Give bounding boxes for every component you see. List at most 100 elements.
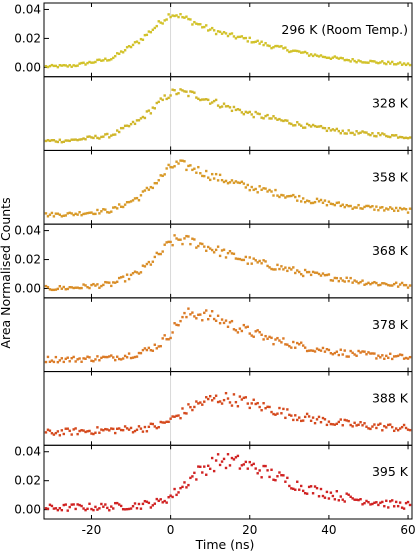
data-point xyxy=(141,115,145,119)
data-point xyxy=(228,32,232,36)
data-point xyxy=(48,288,52,291)
data-point xyxy=(165,97,168,101)
data-point xyxy=(64,503,67,506)
data-point xyxy=(381,60,384,63)
data-point xyxy=(135,507,139,510)
data-point xyxy=(226,325,230,328)
data-point xyxy=(333,351,337,355)
data-point xyxy=(319,487,323,491)
data-point xyxy=(210,310,214,313)
data-point xyxy=(181,15,184,19)
data-point xyxy=(133,429,137,433)
data-point xyxy=(207,317,210,321)
data-point xyxy=(327,273,331,276)
panel-6: 0.00 0.02 0.04 395 K xyxy=(14,445,413,520)
data-point xyxy=(365,499,368,503)
data-point xyxy=(351,281,354,284)
data-point xyxy=(406,62,410,65)
data-point xyxy=(325,273,329,277)
data-point xyxy=(94,431,97,434)
data-point xyxy=(191,408,194,412)
data-point xyxy=(181,159,184,162)
data-point xyxy=(84,63,87,66)
data-point xyxy=(371,425,374,428)
data-point xyxy=(232,328,236,331)
data-point xyxy=(392,209,396,212)
data-point xyxy=(110,505,113,508)
data-point xyxy=(363,205,366,209)
data-point xyxy=(159,174,162,177)
data-point xyxy=(323,418,327,421)
data-point xyxy=(392,505,396,508)
data-point xyxy=(123,354,127,358)
data-point xyxy=(300,341,303,344)
data-point xyxy=(266,405,269,409)
data-point xyxy=(394,63,398,66)
data-point xyxy=(189,476,192,480)
data-point xyxy=(224,179,228,183)
data-point xyxy=(167,420,170,424)
data-point xyxy=(131,199,135,202)
data-point xyxy=(301,274,305,278)
data-point xyxy=(270,190,273,193)
y-tick-label: 0.04 xyxy=(14,2,41,16)
data-point xyxy=(74,507,77,511)
data-point xyxy=(248,110,251,114)
data-point xyxy=(169,165,172,169)
data-point xyxy=(377,283,380,287)
data-point xyxy=(278,117,281,121)
data-point xyxy=(367,61,370,64)
data-point xyxy=(290,50,293,53)
data-point xyxy=(102,135,105,138)
data-point xyxy=(123,124,127,128)
data-point xyxy=(402,507,406,510)
data-point xyxy=(262,117,265,120)
data-point xyxy=(363,350,366,353)
data-point xyxy=(90,359,93,362)
data-point xyxy=(337,420,340,424)
data-point xyxy=(262,402,265,405)
data-point xyxy=(106,428,109,431)
data-point xyxy=(319,124,323,128)
data-point xyxy=(112,507,115,510)
data-point xyxy=(116,52,119,55)
data-point xyxy=(110,210,113,213)
data-point xyxy=(369,503,372,506)
data-point xyxy=(238,257,242,261)
data-point xyxy=(254,187,257,191)
data-point xyxy=(272,115,275,118)
data-point xyxy=(272,194,275,197)
data-point xyxy=(256,39,259,43)
data-point xyxy=(56,65,60,69)
data-point xyxy=(391,60,394,64)
panel-temperature-label: 395 K xyxy=(372,464,409,479)
data-point xyxy=(129,426,133,430)
data-point xyxy=(345,419,348,422)
data-point xyxy=(46,355,50,359)
data-point xyxy=(389,352,392,355)
data-point xyxy=(347,355,350,358)
data-point xyxy=(290,487,293,490)
data-point xyxy=(183,90,186,93)
data-point xyxy=(300,51,303,54)
data-point xyxy=(50,139,54,142)
data-point xyxy=(151,504,155,507)
data-point xyxy=(173,322,176,325)
data-point xyxy=(323,126,327,130)
data-point xyxy=(121,275,125,278)
data-point xyxy=(232,35,236,38)
data-point xyxy=(300,484,303,488)
data-point xyxy=(258,42,261,45)
data-point xyxy=(375,61,378,64)
data-point xyxy=(102,505,105,508)
data-point xyxy=(125,201,129,204)
data-point xyxy=(94,505,97,509)
data-point xyxy=(408,136,412,139)
data-point xyxy=(66,139,69,142)
data-point xyxy=(163,94,166,97)
data-point xyxy=(347,59,350,62)
data-point xyxy=(400,136,404,139)
data-point xyxy=(74,138,77,141)
data-point xyxy=(404,501,408,505)
data-point xyxy=(92,212,95,216)
